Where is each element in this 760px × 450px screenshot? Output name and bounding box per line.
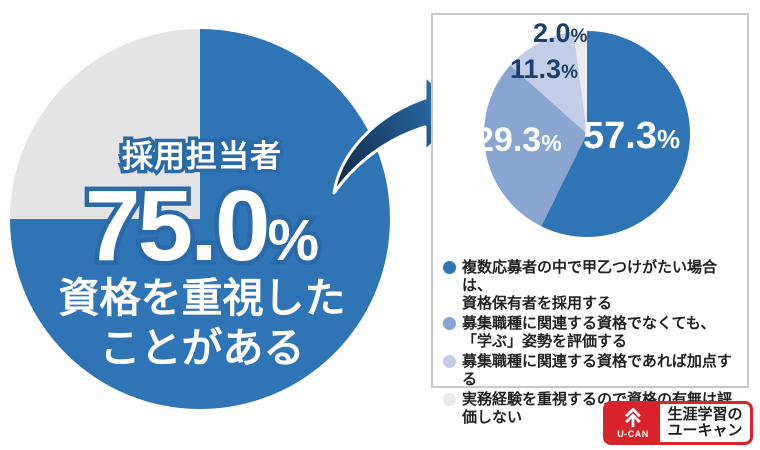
small-pie (484, 31, 690, 237)
ucan-logo-text: 生涯学習の ユーキャン (667, 406, 743, 439)
legend-item-3: 募集職種に関連する資格であれば加点する (443, 353, 741, 389)
main-pie-subtitle-line2: ことがある (99, 325, 305, 371)
pie-label-11: 11.3% (510, 54, 578, 84)
legend: 複数応募者の中で甲乙つけがたい場合は、 資格保有者を採用する 募集職種に関連する… (443, 259, 741, 429)
main-pie-value-outline: 75.0% (80, 170, 323, 282)
legend-swatch-blue-icon (443, 261, 456, 274)
breakdown-panel: 57.3% 29.3% 11.3% 2.0% 複数応募者の中で甲乙つけがたい場合… (431, 13, 749, 426)
ucan-brand-text: U-CAN (617, 428, 649, 439)
legend-swatch-light-blue-icon (443, 355, 456, 368)
legend-swatch-gray-icon (443, 393, 456, 406)
main-pie-value-text: 75.0% (84, 170, 320, 282)
main-pie-title: 採用担当者 採用担当者 (0, 131, 404, 178)
pie-label-29: 29.3% (475, 121, 562, 159)
main-pie-title-text: 採用担当者 (122, 139, 282, 174)
legend-item-2: 募集職種に関連する資格でなくても、 「学ぶ」姿勢を評価する (443, 315, 741, 351)
ucan-logo: U-CAN 生涯学習の ユーキャン (603, 401, 753, 445)
main-pie-title-outline: 採用担当者 (119, 136, 285, 178)
legend-item-2-text: 募集職種に関連する資格でなくても、 「学ぶ」姿勢を評価する (462, 315, 716, 350)
main-pie-subtitle-line1: 資格を重視した (58, 275, 346, 321)
pie-label-57: 57.3% (583, 115, 681, 157)
legend-item-1-text: 複数応募者の中で甲乙つけがたい場合は、 資格保有者を採用する (462, 259, 718, 312)
pie-label-2: 2.0% (533, 18, 588, 48)
legend-item-1: 複数応募者の中で甲乙つけがたい場合は、 資格保有者を採用する (443, 259, 741, 313)
main-pie (10, 29, 390, 409)
legend-item-3-text: 募集職種に関連する資格であれば加点する (462, 353, 732, 388)
ucan-logo-mark: U-CAN (606, 404, 660, 442)
main-pie-value: 75.0% 75.0% (0, 170, 404, 282)
legend-swatch-medium-blue-icon (443, 317, 456, 330)
tree-icon (625, 407, 641, 427)
